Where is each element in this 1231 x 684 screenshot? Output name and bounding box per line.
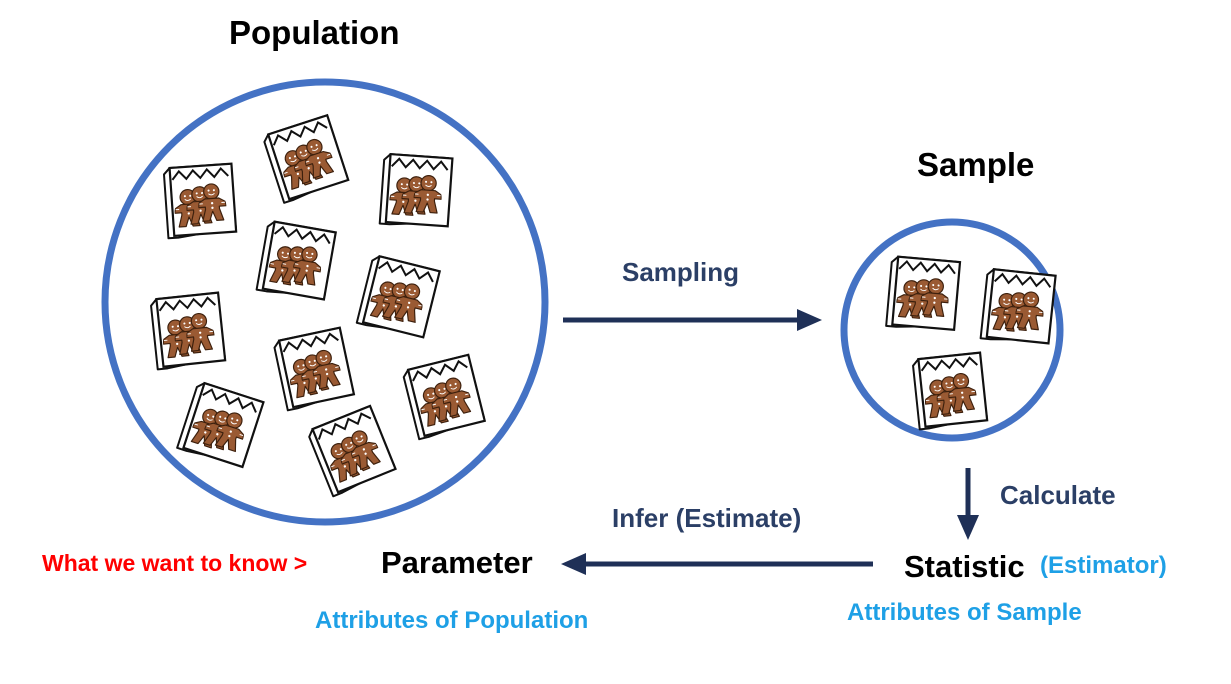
cookie-bag-icon bbox=[150, 293, 225, 370]
sample-title: Sample bbox=[917, 146, 1035, 183]
cookie-bag-icon bbox=[273, 328, 354, 411]
population-bags bbox=[150, 115, 485, 496]
estimator-label: (Estimator) bbox=[1040, 552, 1167, 579]
parameter-label: Parameter bbox=[381, 545, 533, 580]
sampling-label: Sampling bbox=[622, 257, 740, 287]
cookie-bag-icon bbox=[886, 256, 960, 332]
cookie-bag-icon bbox=[380, 154, 453, 229]
cookie-bag-icon bbox=[357, 255, 440, 339]
sampling-arrow bbox=[563, 309, 822, 331]
cookie-bag-icon bbox=[164, 164, 237, 239]
infer-label: Infer (Estimate) bbox=[612, 503, 802, 533]
cookie-bag-icon bbox=[912, 353, 987, 430]
cookie-bag-icon bbox=[307, 406, 396, 496]
statistic-label: Statistic bbox=[904, 549, 1025, 584]
calculate-label: Calculate bbox=[1000, 480, 1116, 510]
cookie-bag-icon bbox=[402, 355, 485, 439]
infer-arrow bbox=[561, 553, 873, 575]
attributes-of-population-label: Attributes of Population bbox=[315, 607, 589, 634]
population-title: Population bbox=[229, 14, 400, 51]
cookie-bag-icon bbox=[981, 269, 1056, 346]
cookie-bag-icon bbox=[263, 115, 349, 203]
cookie-bag-icon bbox=[257, 221, 336, 302]
sample-circle bbox=[840, 218, 1064, 442]
attributes-of-sample-label: Attributes of Sample bbox=[847, 599, 1082, 626]
calculate-arrow bbox=[957, 468, 979, 540]
cookie-bag-icon bbox=[177, 381, 263, 469]
want-to-know-label: What we want to know > bbox=[42, 550, 308, 576]
population-circle bbox=[101, 78, 549, 526]
